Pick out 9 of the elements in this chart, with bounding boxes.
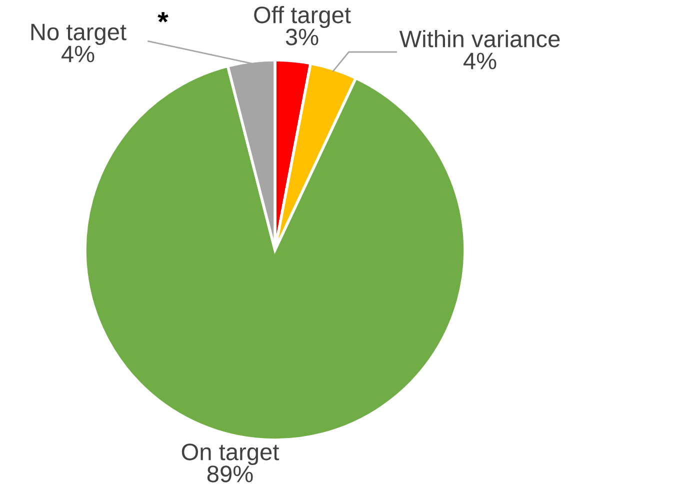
text: * [158,12,168,22]
slice-label: Within variance [399,30,560,48]
data-label: 4% [61,46,94,62]
slice-label: On target [182,444,280,465]
data-label: 3% [286,28,318,46]
slice-label: No target [31,24,126,45]
slice-label: Off target [254,6,351,28]
data-label: 4% [463,52,496,70]
data-label: 89% [207,466,253,482]
